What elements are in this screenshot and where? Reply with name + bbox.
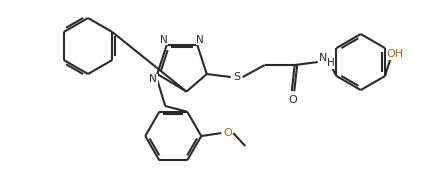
Text: H: H [326, 58, 334, 68]
Text: N: N [149, 74, 157, 84]
Text: O: O [222, 128, 231, 138]
Text: S: S [233, 72, 240, 82]
Text: O: O [288, 95, 296, 105]
Text: N: N [160, 35, 167, 45]
Text: N: N [318, 53, 326, 63]
Text: OH: OH [386, 49, 402, 59]
Text: N: N [196, 35, 204, 45]
